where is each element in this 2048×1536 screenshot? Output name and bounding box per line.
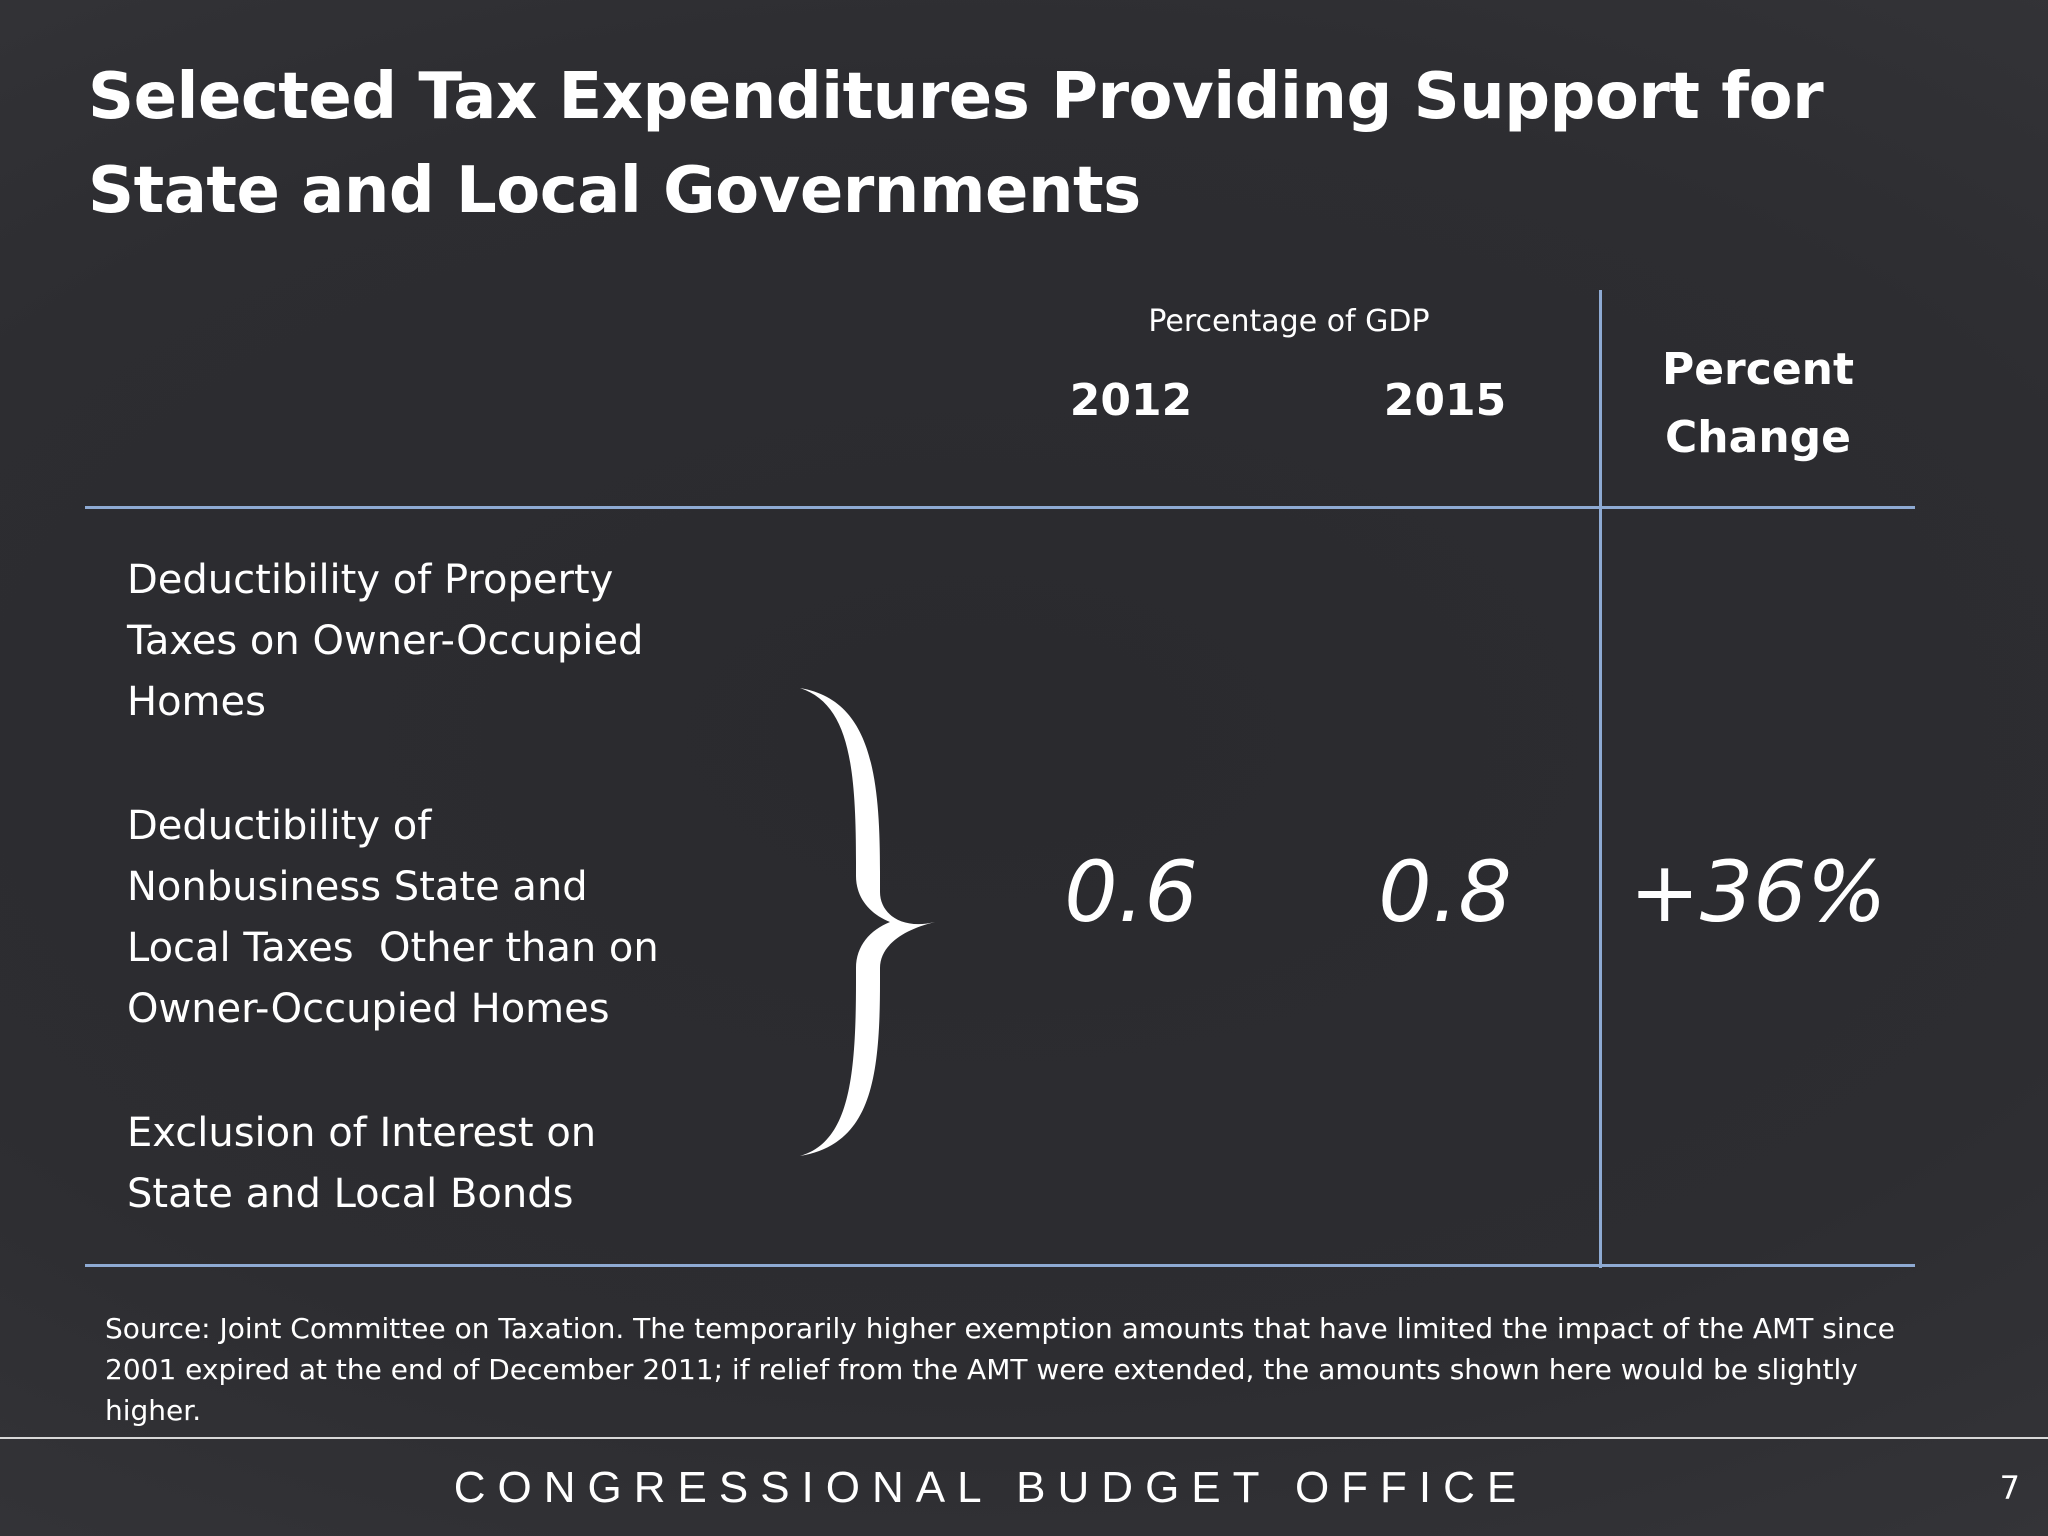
item-state-local-bond-interest: Exclusion of Interest on State and Local… [127,1103,787,1225]
item-text-line: Homes [127,679,266,725]
footer-divider [0,1437,2048,1439]
page-number: 7 [1999,1469,2020,1507]
item-text-line: Taxes on Owner-Occupied [127,618,644,664]
item-text-line: Owner-Occupied Homes [127,986,610,1032]
item-text-line: Deductibility of [127,803,432,849]
source-note: Source: Joint Committee on Taxation. The… [105,1308,1935,1431]
value-2012: 0.6 [1064,843,1198,941]
item-text-line: Exclusion of Interest on [127,1110,597,1156]
percent-change-header-line: Percent [1661,344,1855,395]
item-property-taxes: Deductibility of Property Taxes on Owner… [127,550,787,733]
grouping-brace [800,688,935,1156]
group-header-percentage-of-gdp: Percentage of GDP [1148,304,1430,339]
value-percent-change: +36% [1629,843,1887,941]
item-text-line: Nonbusiness State and [127,864,588,910]
slide-title: Selected Tax Expenditures Providing Supp… [88,60,1824,228]
item-nonbusiness-state-local-taxes: Deductibility of Nonbusiness State and L… [127,796,787,1040]
value-2015: 0.8 [1378,843,1512,941]
item-text-line: Local Taxes Other than on [127,925,659,971]
column-header-2015: 2015 [1383,375,1507,426]
column-header-percent-change: Percent Change [1602,336,1914,472]
source-note-line: Source: Joint Committee on Taxation. The… [105,1312,1895,1345]
header-divider [85,506,1915,509]
table-bottom-rule [85,1264,1915,1267]
source-note-line: 2001 expired at the end of December 2011… [105,1353,1858,1386]
percent-change-header-line: Change [1665,412,1851,463]
item-text-line: State and Local Bonds [127,1171,574,1217]
column-header-2012: 2012 [1069,375,1193,426]
item-text-line: Deductibility of Property [127,557,614,603]
column-divider [1599,290,1602,1268]
source-note-line: higher. [105,1394,202,1427]
footer-organization: CONGRESSIONAL BUDGET OFFICE [453,1463,1529,1512]
